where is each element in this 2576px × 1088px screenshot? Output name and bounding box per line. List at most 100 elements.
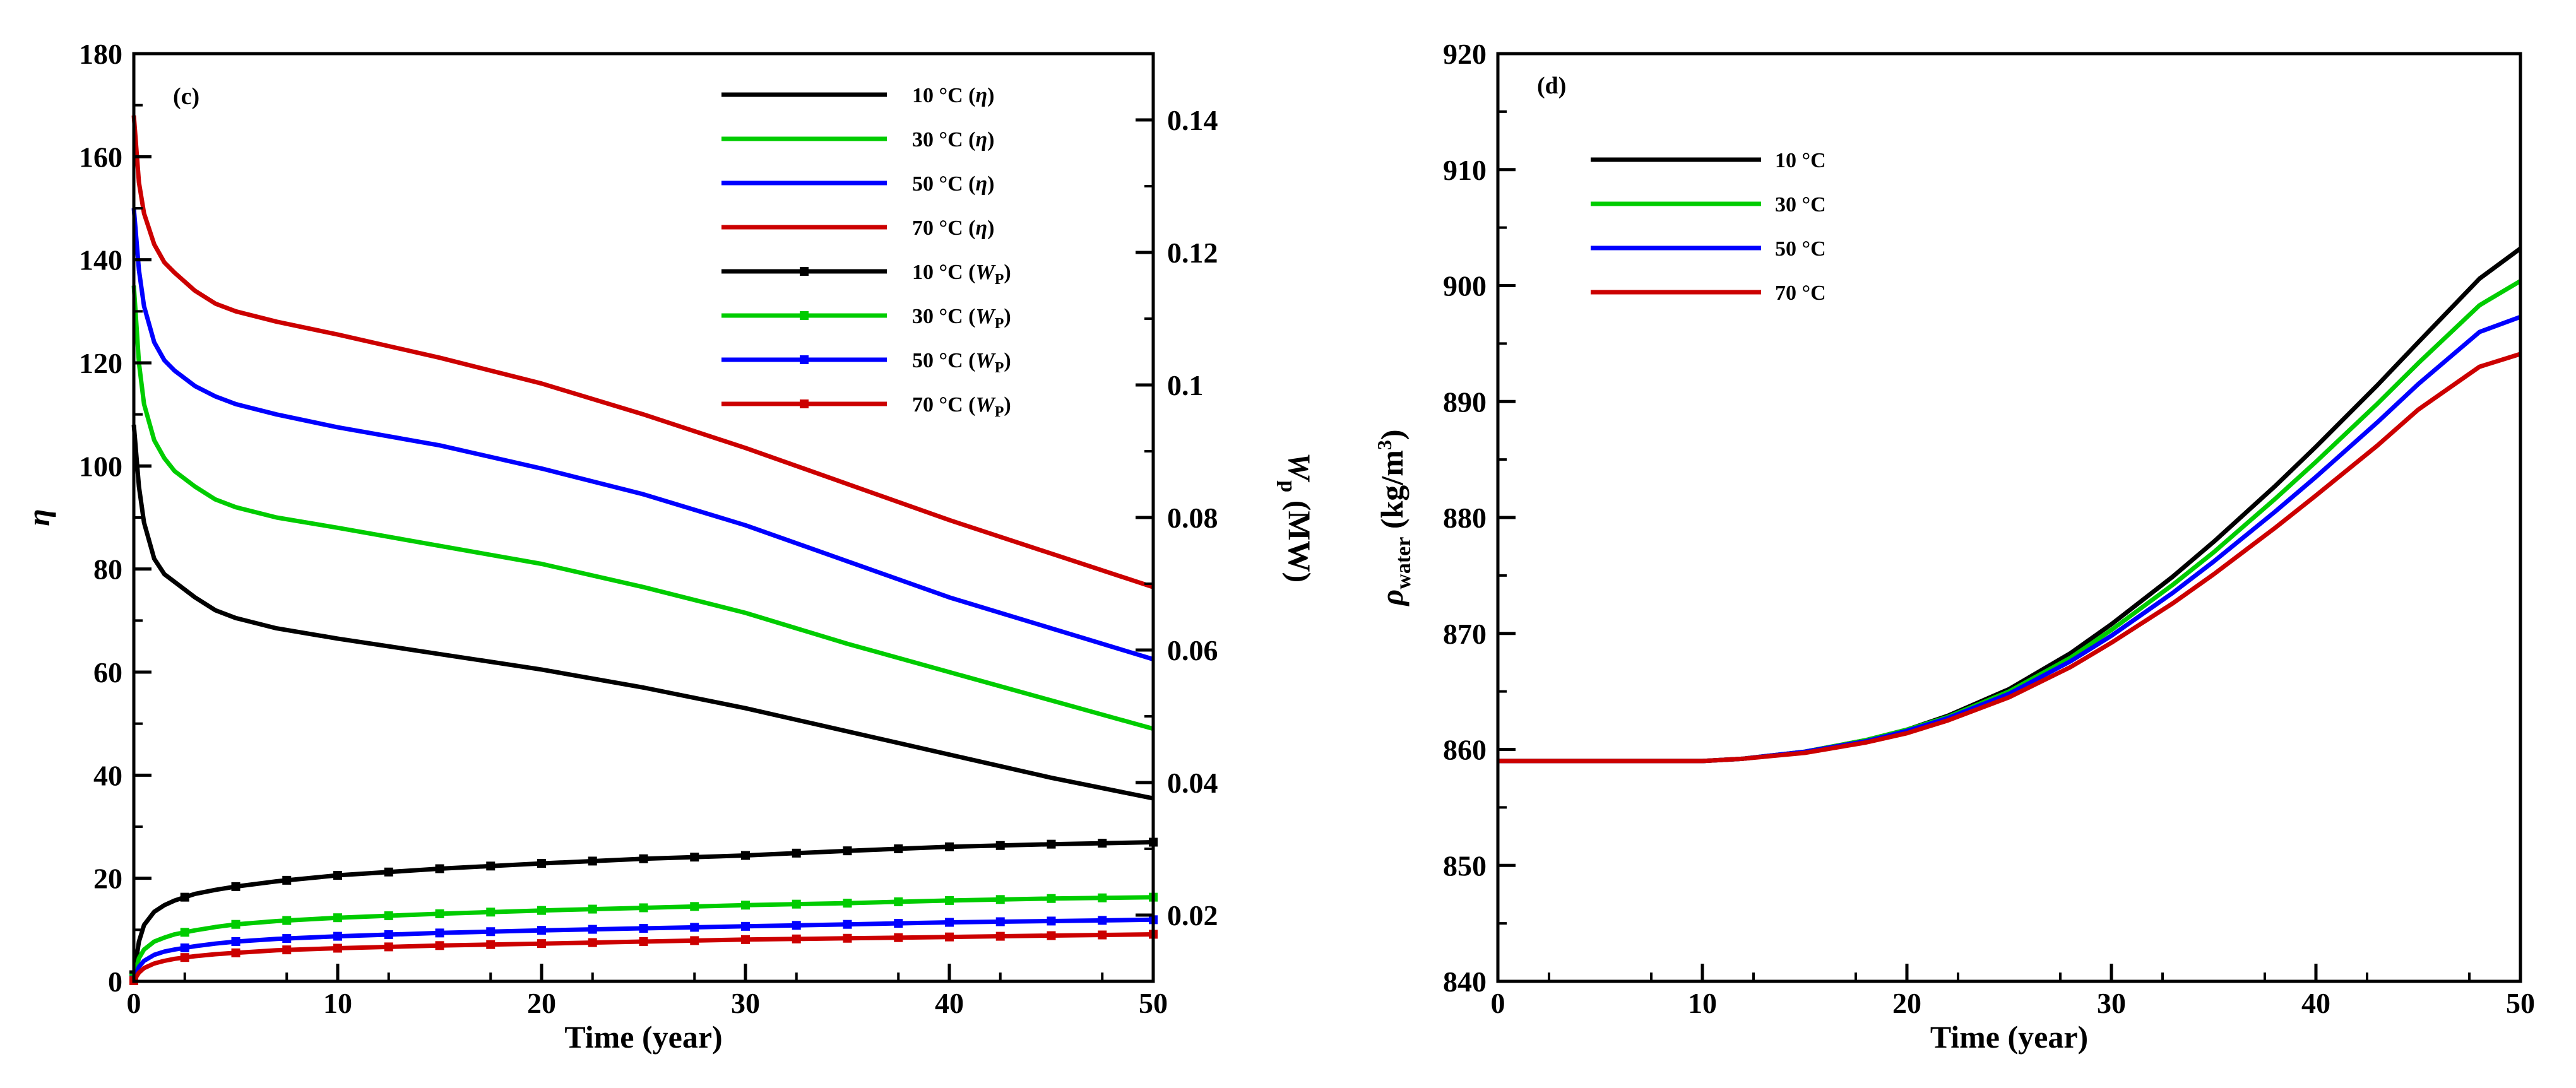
y-tick-label-d: 850 xyxy=(1443,849,1487,882)
y-tick-label-right-c: 0.02 xyxy=(1167,899,1218,931)
legend-label-symbol: W xyxy=(975,393,996,417)
legend-marker-c-5 xyxy=(800,311,809,320)
series-marker-c-6 xyxy=(435,928,444,938)
legend-label-symbol: W xyxy=(975,349,996,372)
series-marker-c-7 xyxy=(333,943,342,953)
y-tick-label-right-c: 0.14 xyxy=(1167,104,1218,136)
series-marker-c-6 xyxy=(588,925,597,934)
x-tick-label-c: 50 xyxy=(1139,987,1168,1019)
series-marker-c-6 xyxy=(384,930,393,939)
series-marker-c-6 xyxy=(945,918,954,927)
series-marker-c-4 xyxy=(537,859,546,868)
series-marker-c-4 xyxy=(282,875,292,885)
series-line-c-0 xyxy=(131,424,1154,801)
x-tick-label-d: 0 xyxy=(1491,987,1505,1019)
series-marker-c-4 xyxy=(1047,839,1056,849)
series-marker-c-5 xyxy=(180,928,189,937)
y-axis-label-right-c: Wp (MW) xyxy=(1276,452,1317,582)
y-axis-label-right-main: W xyxy=(1282,452,1317,483)
legend-label-end: ) xyxy=(987,216,994,240)
series-marker-c-6 xyxy=(1098,916,1107,925)
legend-label-text: 10 °C ( xyxy=(912,261,975,284)
legend-label-end: ) xyxy=(987,172,994,196)
y-axis-label-right-sub: p xyxy=(1276,480,1300,492)
legend-label-text: 10 °C ( xyxy=(912,84,975,107)
series-marker-c-7 xyxy=(486,940,496,949)
x-tick-label-c: 30 xyxy=(731,987,760,1019)
series-line-c-2 xyxy=(131,208,1154,661)
y-axis-label-d-sup: 3 xyxy=(1373,440,1396,450)
series-marker-c-5 xyxy=(384,911,393,921)
series-marker-c-5 xyxy=(435,909,444,918)
series-marker-c-4 xyxy=(792,848,801,858)
legend-label-d-3: 70 °C xyxy=(1775,281,1826,305)
legend-label-symbol: η xyxy=(975,84,987,107)
series-line-c-1 xyxy=(131,285,1154,731)
series-marker-c-6 xyxy=(741,921,750,931)
x-tick-label-c: 10 xyxy=(323,987,352,1019)
x-tick-label-d: 20 xyxy=(1892,987,1921,1019)
series-marker-c-6 xyxy=(1047,916,1056,926)
series-marker-c-4 xyxy=(639,854,648,863)
legend-label-c-6: 50 °C (WP) xyxy=(912,349,1011,376)
x-tick-label-d: 40 xyxy=(2301,987,2330,1019)
series-marker-c-7 xyxy=(843,933,852,943)
y-tick-label-right-c: 0.04 xyxy=(1167,767,1218,799)
series-marker-c-5 xyxy=(588,904,597,914)
y-tick-label-left-c: 120 xyxy=(79,347,122,379)
y-tick-label-right-c: 0.08 xyxy=(1167,502,1218,534)
y-tick-label-left-c: 100 xyxy=(79,450,122,482)
legend-label-symbol: η xyxy=(975,216,987,240)
y-tick-label-d: 870 xyxy=(1443,618,1487,650)
y-tick-label-d: 920 xyxy=(1443,38,1487,70)
series-marker-c-4 xyxy=(435,864,444,873)
y-axis-label-d-main: ρ xyxy=(1374,589,1410,607)
series-marker-c-7 xyxy=(995,931,1005,941)
y-tick-label-d: 840 xyxy=(1443,966,1487,998)
series-marker-c-5 xyxy=(1047,894,1056,903)
series-marker-c-5 xyxy=(486,908,496,917)
y-tick-label-left-c: 80 xyxy=(93,553,122,586)
series-marker-c-6 xyxy=(690,923,699,932)
legend-label-c-0: 10 °C (η) xyxy=(912,84,994,107)
series-marker-c-7 xyxy=(894,933,903,942)
series-marker-c-7 xyxy=(639,937,648,946)
series-marker-c-4 xyxy=(231,882,240,891)
legend-label-symbol: η xyxy=(975,128,987,151)
panel-label-d: (d) xyxy=(1537,73,1566,99)
legend-label-sub: P xyxy=(995,316,1004,332)
legend-label-end: ) xyxy=(1004,261,1011,284)
series-marker-c-5 xyxy=(894,897,903,906)
y-axis-label-d-sub: water xyxy=(1392,537,1415,589)
legend-label-text: 30 °C ( xyxy=(912,128,975,151)
series-marker-c-7 xyxy=(1047,931,1056,940)
legend-label-end: ) xyxy=(987,128,994,151)
series-marker-c-4 xyxy=(333,871,342,880)
legend-label-end: ) xyxy=(1004,305,1011,328)
y-tick-label-right-c: 0.1 xyxy=(1167,369,1204,401)
legend-label-c-5: 30 °C (WP) xyxy=(912,305,1011,332)
legend-label-c-2: 50 °C (η) xyxy=(912,172,994,196)
series-marker-c-6 xyxy=(843,919,852,929)
series-marker-c-4 xyxy=(995,841,1005,850)
series-marker-c-5 xyxy=(282,916,292,925)
y-tick-label-left-c: 60 xyxy=(93,656,122,689)
y-tick-label-d: 890 xyxy=(1443,386,1487,418)
y-tick-label-d: 880 xyxy=(1443,502,1487,534)
legend-label-sub: P xyxy=(995,271,1004,288)
x-tick-label-c: 40 xyxy=(935,987,964,1019)
series-marker-c-4 xyxy=(384,867,393,877)
x-axis-label-d: Time (year) xyxy=(1930,1019,2088,1055)
series-marker-c-7 xyxy=(537,939,546,949)
series-marker-c-6 xyxy=(639,924,648,933)
series-marker-c-5 xyxy=(537,906,546,915)
legend-label-d-0: 10 °C xyxy=(1775,149,1826,172)
y-tick-label-d: 900 xyxy=(1443,270,1487,302)
series-marker-c-4 xyxy=(945,842,954,851)
legend-label-text: 70 °C ( xyxy=(912,216,975,240)
y-axis-label-d-end: ) xyxy=(1374,430,1410,441)
series-marker-c-7 xyxy=(231,948,240,957)
series-marker-c-4 xyxy=(690,853,699,862)
series-marker-c-6 xyxy=(333,931,342,941)
